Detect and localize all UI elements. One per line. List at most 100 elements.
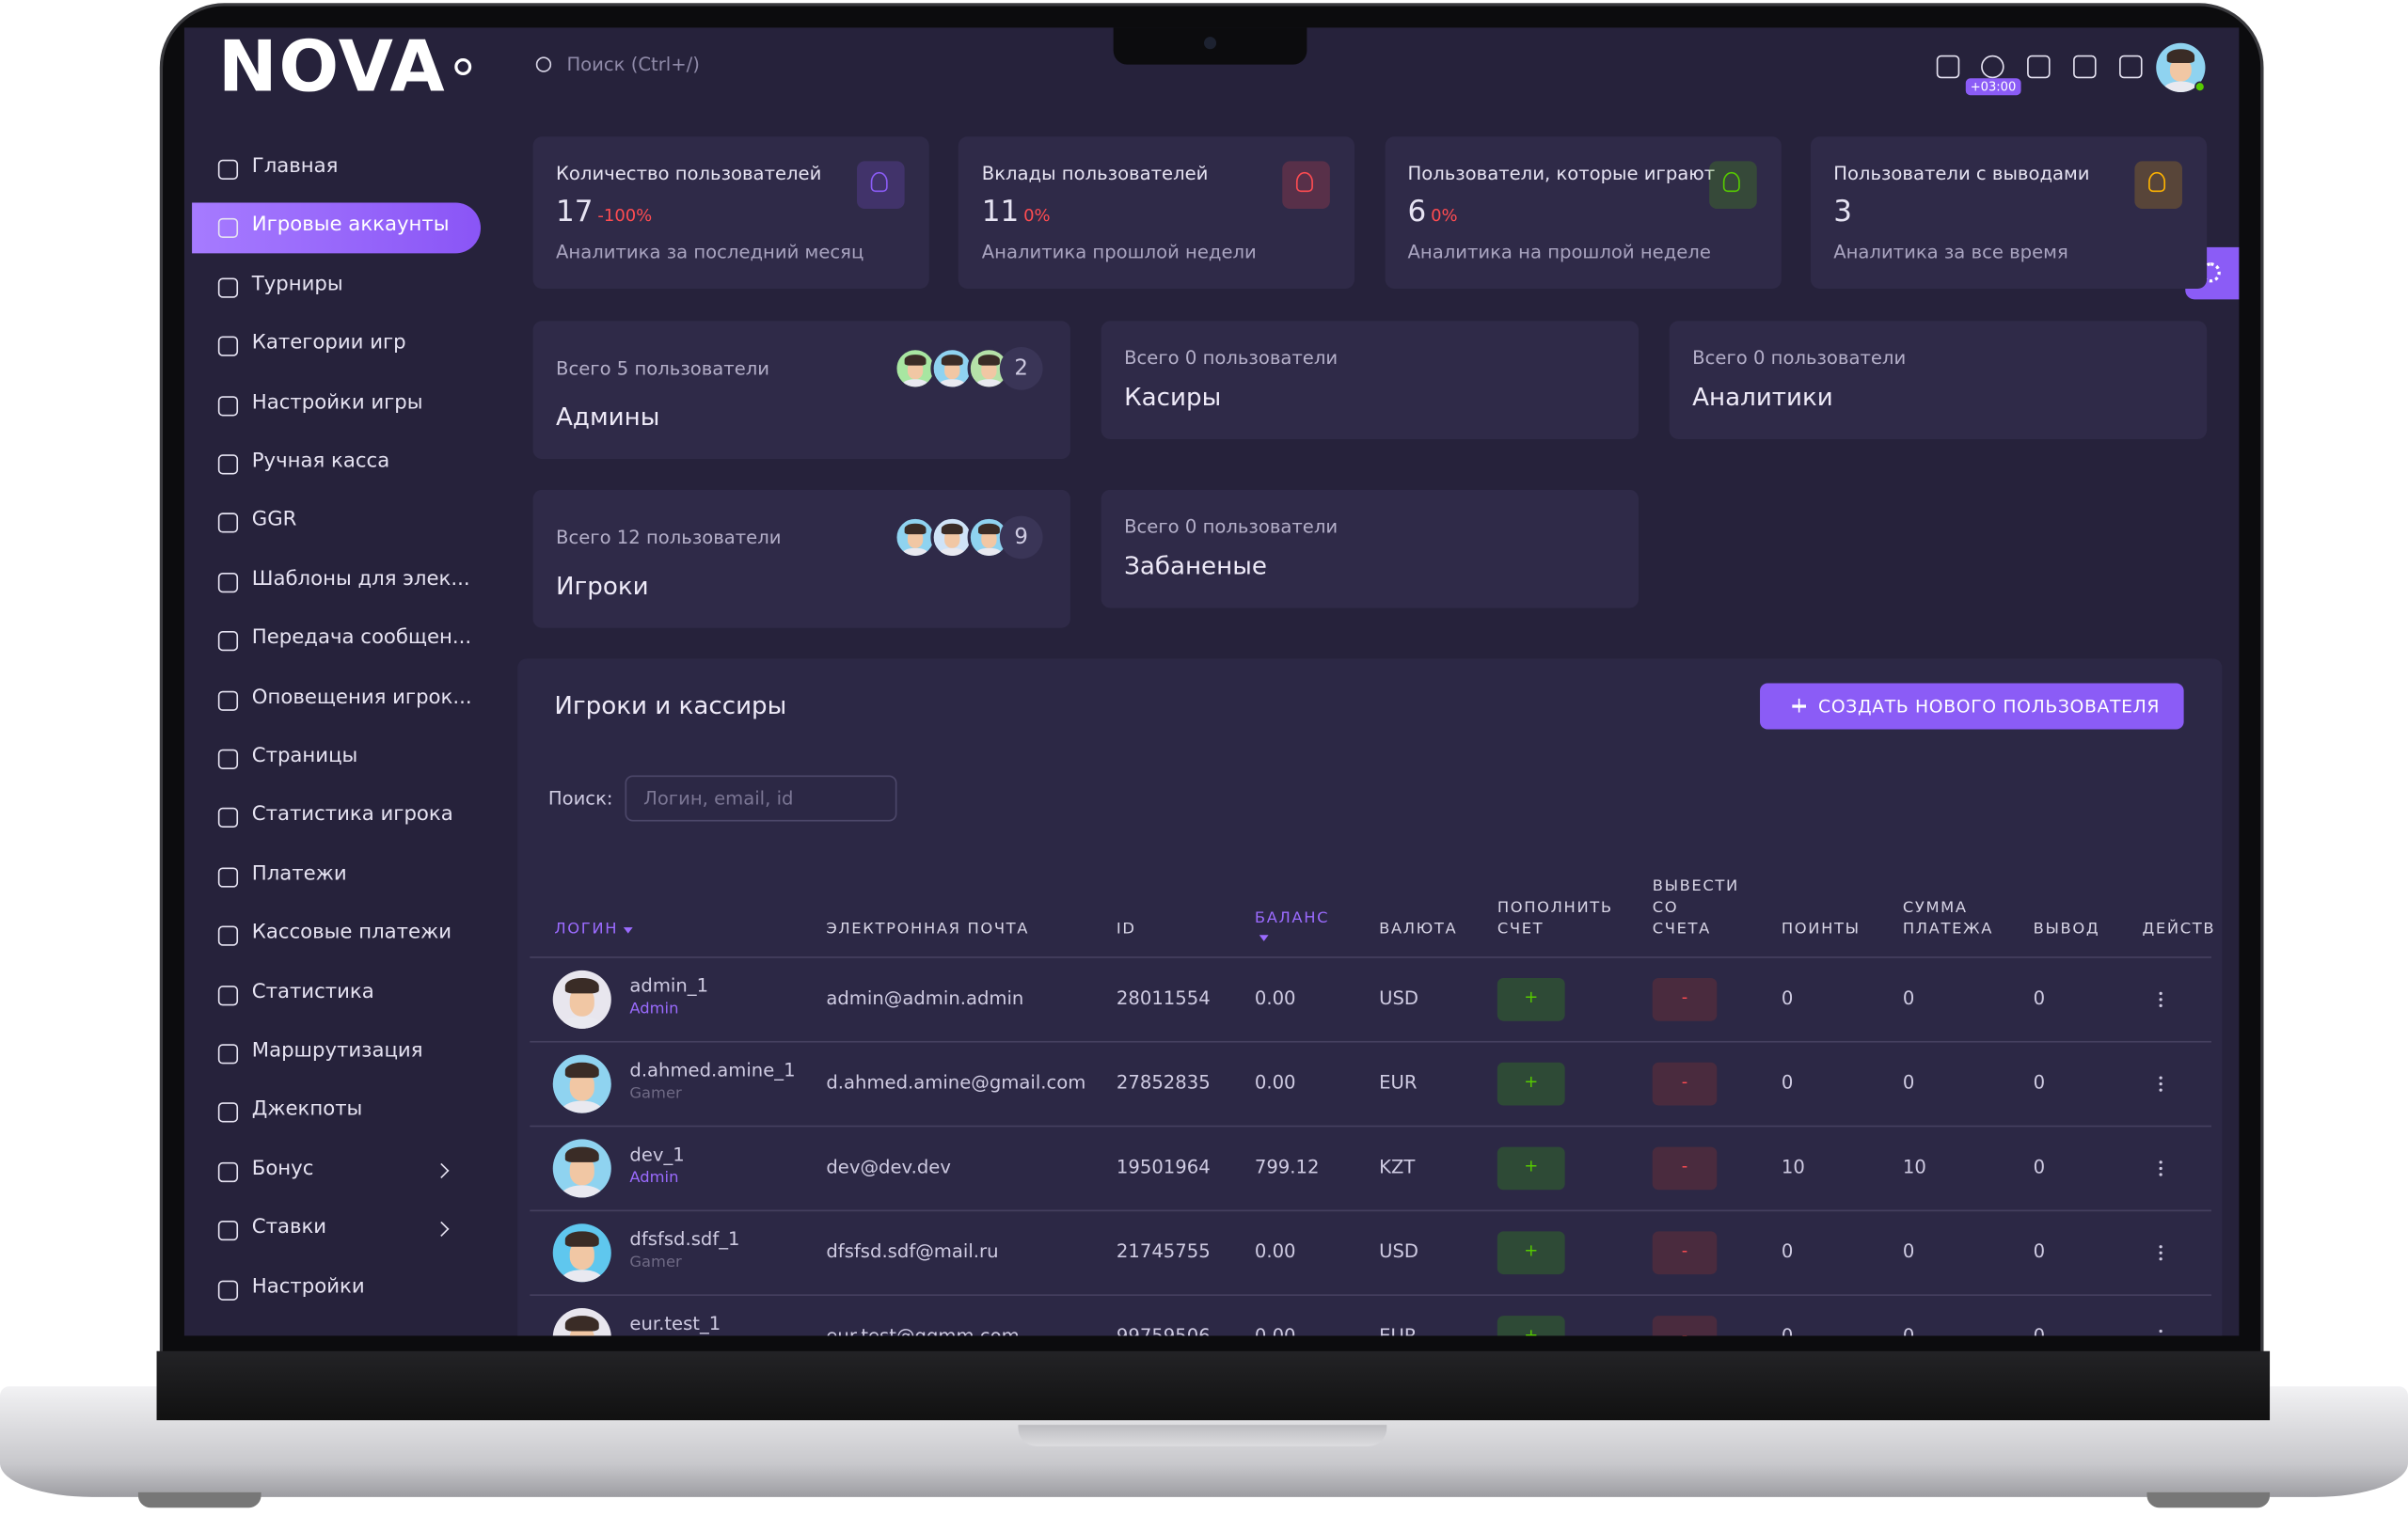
menu-item[interactable]: Настройки [251, 1275, 365, 1299]
stat-subtitle: Аналитика за все время [1833, 241, 2068, 263]
row-currency: USD [1379, 986, 1418, 1009]
stat-subtitle: Аналитика за последний месяц [556, 241, 864, 263]
menu-item[interactable]: Настройки игры [251, 390, 423, 415]
row-payment-sum: 0 [1902, 1071, 1915, 1094]
withdraw-button[interactable]: - [1652, 1062, 1718, 1106]
row-id: 21745755 [1116, 1240, 1211, 1263]
sort-arrow[interactable] [1259, 935, 1269, 941]
row-divider [530, 1040, 2212, 1043]
stat-title: Вклады пользователей [981, 163, 1209, 184]
menu-item[interactable]: Игровые аккаунты [251, 213, 450, 238]
avatar-face [907, 360, 924, 379]
laptop-foot [137, 1491, 261, 1508]
role-count: Всего 0 пользователи [1124, 346, 1339, 369]
topbar-icon[interactable] [1936, 55, 1960, 79]
menu-item[interactable]: Оповещения игрок... [251, 686, 472, 709]
row-balance: 0.00 [1254, 1071, 1296, 1094]
menu-item[interactable]: Категории игр [251, 331, 406, 355]
menu-item[interactable]: Передача сообщен... [251, 626, 472, 650]
row-email: dev@dev.dev [826, 1156, 951, 1178]
sort-arrow[interactable] [623, 927, 633, 934]
avatar [552, 1139, 611, 1198]
avatar-face [943, 360, 960, 379]
menu-item[interactable]: Страницы [251, 744, 358, 768]
laptop-hinge [156, 1350, 2271, 1421]
menu-item[interactable]: Ставки [251, 1216, 327, 1239]
withdraw-label: - [1681, 1324, 1688, 1336]
topbar-icon[interactable] [2027, 55, 2051, 79]
withdraw-label: - [1681, 1156, 1688, 1176]
menu-item[interactable]: Кассовые платежи [251, 921, 452, 945]
deposit-label: + [1524, 1240, 1539, 1261]
menu-item[interactable]: Статистика игрока [251, 803, 453, 828]
online-dot [2194, 81, 2206, 92]
role-card[interactable]: Всего 12 пользователи Игроки 9 [532, 489, 1070, 628]
menu-item[interactable]: Платежные сист... [252, 1334, 447, 1336]
stat-title: Пользователи с выводами [1833, 163, 2090, 184]
deposit-button[interactable]: + [1497, 1146, 1565, 1191]
topbar-icon[interactable] [2119, 55, 2143, 79]
menu-icon [217, 808, 239, 829]
withdraw-button[interactable]: - [1652, 977, 1718, 1021]
avatar-body [939, 378, 966, 387]
menu-item[interactable]: Бонус [251, 1157, 314, 1181]
row-payment-sum: 0 [1902, 986, 1915, 1009]
avatar-hair [978, 523, 1000, 534]
role-card[interactable]: Всего 0 пользователи Касиры [1101, 321, 1640, 439]
topbar-icon[interactable] [2073, 55, 2097, 79]
menu-item[interactable]: Маршрутизация [251, 1039, 423, 1063]
stat-change: 0% [1431, 205, 1458, 226]
deposit-label: + [1524, 1324, 1539, 1336]
menu-item[interactable]: GGR [251, 509, 297, 532]
column-header: СУММА ПЛАТЕЖА [1902, 899, 1994, 939]
row-login[interactable]: dev_1 [629, 1144, 685, 1166]
row-login[interactable]: d.ahmed.amine_1 [629, 1059, 796, 1081]
role-card[interactable]: Всего 0 пользователи Аналитики [1669, 321, 2208, 439]
row-payment-sum: 0 [1902, 1324, 1915, 1336]
search-input[interactable]: Поиск (Ctrl+/) [566, 54, 700, 75]
avatar-body [901, 547, 929, 557]
withdraw-button[interactable]: - [1652, 1316, 1718, 1336]
avatar-hair [942, 354, 963, 365]
withdraw-button[interactable]: - [1652, 1231, 1718, 1275]
search-field[interactable]: Логин, email, id [625, 775, 897, 822]
role-card[interactable]: Всего 0 пользователи Забаненые [1101, 489, 1640, 608]
more-count: 2 [999, 346, 1043, 390]
deposit-button[interactable]: + [1497, 1231, 1565, 1275]
stat-title: Пользователи, которые играют [1407, 163, 1716, 184]
menu-item[interactable]: Статистика [251, 980, 374, 1004]
topbar-icon[interactable] [1981, 55, 2004, 79]
deposit-button[interactable]: + [1497, 1062, 1565, 1106]
stat-value-row: 6 0% [1407, 195, 1457, 229]
deposit-button[interactable]: + [1497, 1316, 1565, 1336]
role-card[interactable]: Всего 5 пользователи Админы 2 [532, 321, 1070, 460]
menu-item[interactable]: Турниры [251, 273, 343, 296]
row-currency: KZT [1379, 1156, 1416, 1178]
deposit-button[interactable]: + [1497, 977, 1565, 1021]
row-login[interactable]: admin_1 [629, 974, 709, 997]
stat-value: 17 [556, 195, 594, 229]
deposit-label: + [1524, 1071, 1539, 1092]
submenu-arrow [434, 1222, 450, 1238]
avatar-body [975, 547, 1003, 557]
avatar-face [980, 360, 998, 379]
row-payment-sum: 0 [1902, 1240, 1915, 1263]
menu-item[interactable]: Ручная касса [251, 450, 390, 473]
deposit-label: + [1524, 1156, 1539, 1176]
row-login[interactable]: eur.test_1 [629, 1312, 721, 1334]
row-points: 10 [1781, 1156, 1805, 1178]
actions-dot [2159, 1166, 2163, 1171]
avatar-hair [905, 354, 927, 365]
row-withdrawal: 0 [2033, 1071, 2046, 1094]
plus-icon [1798, 699, 1800, 714]
menu-item[interactable]: Платежи [251, 862, 347, 886]
menu-item[interactable]: Джекпоты [251, 1097, 363, 1122]
menu-item[interactable]: Шаблоны для элек... [251, 567, 470, 592]
withdraw-button[interactable]: - [1652, 1146, 1718, 1191]
menu-item[interactable]: Главная [251, 154, 339, 179]
row-points: 0 [1781, 1324, 1794, 1336]
row-login[interactable]: dfsfsd.sdf_1 [629, 1228, 740, 1250]
create-user-button[interactable]: СОЗДАТЬ НОВОГО ПОЛЬЗОВАТЕЛЯ [1760, 683, 2184, 730]
